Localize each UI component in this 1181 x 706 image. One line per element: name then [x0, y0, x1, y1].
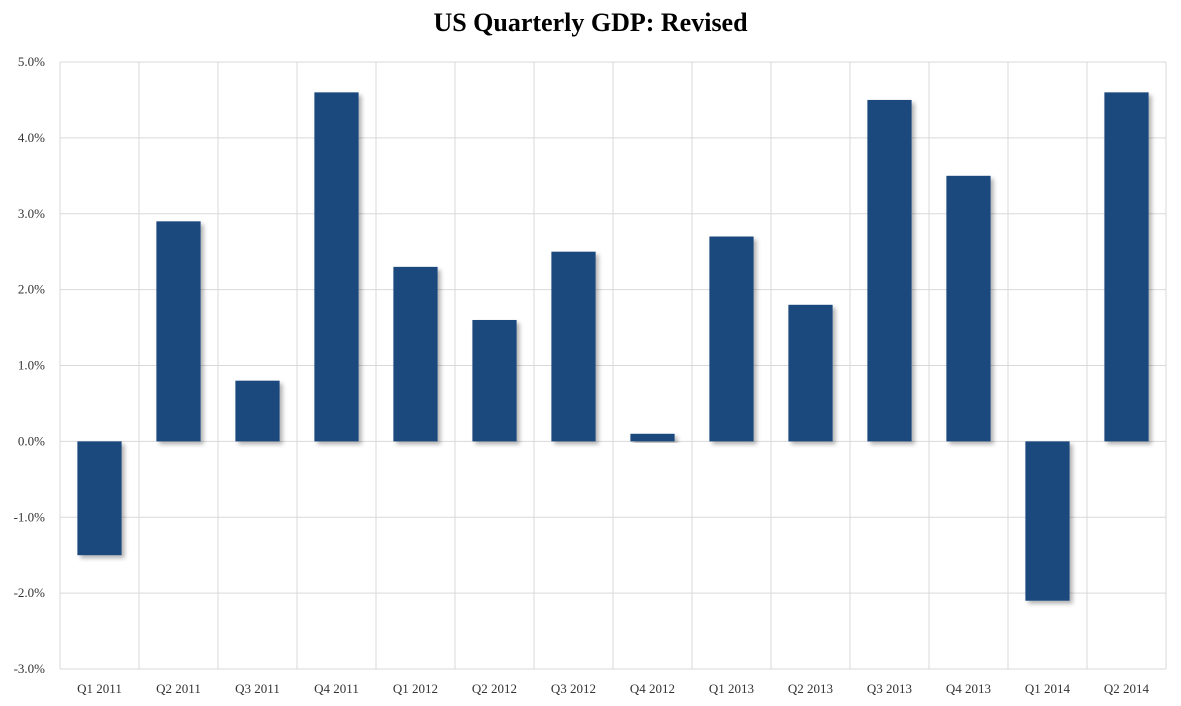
- y-tick-label: 3.0%: [18, 206, 45, 221]
- x-tick-label: Q3 2013: [867, 681, 912, 696]
- y-tick-label: 5.0%: [18, 54, 45, 69]
- x-tick-label: Q3 2011: [235, 681, 280, 696]
- bar-q3-2011: [235, 380, 280, 442]
- bars: [77, 92, 1149, 601]
- x-tick-label: Q2 2012: [472, 681, 517, 696]
- bar-q2-2012: [472, 319, 517, 442]
- bar-q3-2012: [551, 251, 596, 442]
- bar-q2-2014: [1104, 92, 1149, 442]
- x-tick-label: Q1 2014: [1025, 681, 1071, 696]
- grid-lines: [59, 61, 1167, 670]
- y-tick-label: 4.0%: [18, 130, 45, 145]
- bar-q4-2013: [946, 175, 991, 442]
- bar-q4-2011: [314, 92, 359, 442]
- bar-q3-2013: [867, 99, 912, 442]
- y-tick-label: -1.0%: [14, 509, 46, 524]
- chart-title: US Quarterly GDP: Revised: [433, 8, 748, 37]
- y-axis-tick-labels: -3.0% -2.0% -1.0% 0.0% 1.0% 2.0% 3.0% 4.0% 5.0%: [14, 54, 46, 676]
- x-tick-label: Q4 2011: [314, 681, 359, 696]
- x-tick-label: Q1 2012: [393, 681, 438, 696]
- bar-q2-2013: [788, 304, 833, 442]
- bar-q4-2012: [630, 433, 675, 442]
- y-tick-label: 2.0%: [18, 282, 45, 297]
- x-tick-label: Q2 2013: [788, 681, 833, 696]
- x-axis-tick-labels: Q1 2011 Q2 2011 Q3 2011 Q4 2011 Q1 2012 Q2 20…: [77, 681, 1149, 696]
- x-tick-label: Q2 2011: [156, 681, 201, 696]
- x-tick-label: Q4 2012: [630, 681, 675, 696]
- x-tick-label: Q4 2013: [946, 681, 991, 696]
- y-tick-label: 0.0%: [18, 433, 45, 448]
- x-tick-label: Q1 2011: [77, 681, 122, 696]
- bar-q2-2011: [156, 221, 201, 442]
- x-tick-label: Q2 2014: [1104, 681, 1150, 696]
- y-tick-label: -2.0%: [14, 585, 46, 600]
- y-tick-label: -3.0%: [14, 661, 46, 676]
- x-tick-label: Q1 2013: [709, 681, 754, 696]
- x-tick-label: Q3 2012: [551, 681, 596, 696]
- bar-q1-2012: [393, 266, 438, 442]
- bar-q1-2014: [1025, 441, 1070, 601]
- y-tick-label: 1.0%: [18, 358, 45, 373]
- bar-q1-2011: [77, 441, 122, 556]
- bar-q1-2013: [709, 236, 754, 442]
